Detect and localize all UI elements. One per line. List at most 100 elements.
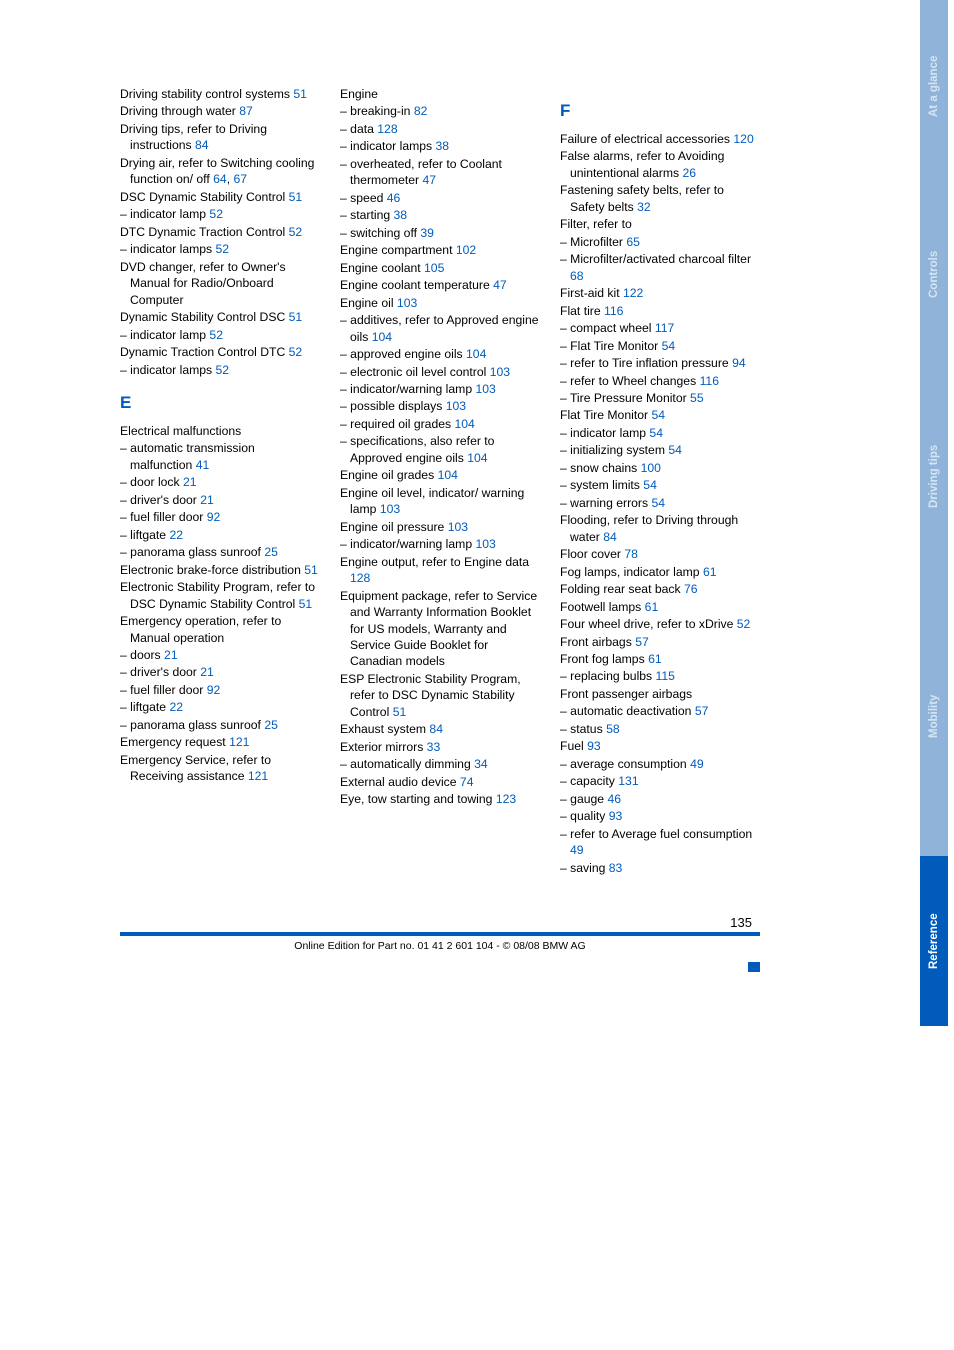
- page-ref[interactable]: 92: [207, 683, 221, 697]
- page-ref[interactable]: 26: [682, 166, 696, 180]
- page-ref[interactable]: 116: [700, 374, 719, 388]
- page-ref[interactable]: 120: [733, 132, 753, 146]
- page-ref[interactable]: 115: [656, 669, 675, 683]
- page-ref[interactable]: 52: [216, 363, 230, 377]
- page-ref[interactable]: 76: [684, 582, 698, 596]
- side-tab[interactable]: Reference: [920, 856, 948, 1026]
- page-ref[interactable]: 104: [466, 347, 486, 361]
- page-ref[interactable]: 54: [668, 443, 682, 457]
- page-ref[interactable]: 21: [183, 475, 197, 489]
- page-ref[interactable]: 87: [239, 104, 253, 118]
- page-ref[interactable]: 38: [394, 208, 408, 222]
- page-ref[interactable]: 38: [436, 139, 450, 153]
- page-ref[interactable]: 65: [626, 235, 640, 249]
- page-ref[interactable]: 82: [414, 104, 428, 118]
- page-ref[interactable]: 54: [649, 426, 663, 440]
- page-ref[interactable]: 52: [209, 207, 223, 221]
- page-ref[interactable]: 52: [289, 225, 303, 239]
- page-ref[interactable]: 104: [455, 417, 475, 431]
- page-ref[interactable]: 84: [603, 530, 617, 544]
- page-ref[interactable]: 51: [393, 705, 407, 719]
- page-ref[interactable]: 25: [264, 718, 278, 732]
- page-ref[interactable]: 51: [299, 597, 313, 611]
- page-ref[interactable]: 47: [493, 278, 507, 292]
- page-ref[interactable]: 93: [587, 739, 601, 753]
- page-ref[interactable]: 57: [635, 635, 649, 649]
- page-ref[interactable]: 83: [609, 861, 623, 875]
- page-ref[interactable]: 103: [490, 365, 510, 379]
- page-ref[interactable]: 39: [420, 226, 434, 240]
- page-ref[interactable]: 41: [196, 458, 210, 472]
- page-ref[interactable]: 52: [737, 617, 751, 631]
- page-ref[interactable]: 123: [496, 792, 516, 806]
- page-ref[interactable]: 46: [387, 191, 401, 205]
- index-entry: – gauge 46: [560, 791, 760, 807]
- page-ref[interactable]: 104: [438, 468, 458, 482]
- page-ref[interactable]: 52: [209, 328, 223, 342]
- page-ref[interactable]: 32: [637, 200, 651, 214]
- page-ref[interactable]: 78: [624, 547, 638, 561]
- page-ref[interactable]: 117: [655, 321, 674, 335]
- page-ref[interactable]: 52: [216, 242, 230, 256]
- side-tab[interactable]: Controls: [920, 172, 948, 376]
- page-ref[interactable]: 104: [467, 451, 487, 465]
- page-ref[interactable]: 54: [651, 408, 665, 422]
- page-ref[interactable]: 61: [645, 600, 659, 614]
- side-tab[interactable]: Mobility: [920, 576, 948, 856]
- page-ref[interactable]: 58: [606, 722, 620, 736]
- page-ref[interactable]: 105: [424, 261, 444, 275]
- page-ref[interactable]: 61: [648, 652, 662, 666]
- page-ref[interactable]: 121: [248, 769, 268, 783]
- page-ref[interactable]: 51: [304, 563, 318, 577]
- side-tab[interactable]: At a glance: [920, 0, 948, 172]
- page-ref[interactable]: 22: [169, 700, 183, 714]
- index-entry: – fuel filler door 92: [120, 509, 320, 525]
- page-ref[interactable]: 128: [377, 122, 397, 136]
- page-ref[interactable]: 93: [609, 809, 623, 823]
- page-ref[interactable]: 94: [732, 356, 746, 370]
- page-ref[interactable]: 116: [604, 304, 623, 318]
- page-ref[interactable]: 67: [233, 172, 247, 186]
- page-ref[interactable]: 84: [195, 138, 209, 152]
- page-ref[interactable]: 55: [690, 391, 704, 405]
- page-ref[interactable]: 100: [641, 461, 661, 475]
- page-ref[interactable]: 61: [703, 565, 717, 579]
- page-ref[interactable]: 54: [651, 496, 665, 510]
- page-ref[interactable]: 51: [289, 190, 303, 204]
- page-ref[interactable]: 21: [200, 665, 214, 679]
- page-ref[interactable]: 22: [169, 528, 183, 542]
- page-ref[interactable]: 51: [289, 310, 303, 324]
- page-ref[interactable]: 49: [570, 843, 584, 857]
- page-ref[interactable]: 34: [474, 757, 488, 771]
- page-ref[interactable]: 52: [289, 345, 303, 359]
- page-ref[interactable]: 54: [643, 478, 657, 492]
- page-ref[interactable]: 49: [690, 757, 704, 771]
- page-ref[interactable]: 103: [476, 537, 496, 551]
- page-ref[interactable]: 33: [427, 740, 441, 754]
- page-ref[interactable]: 121: [229, 735, 249, 749]
- page-ref[interactable]: 25: [264, 545, 278, 559]
- page-ref[interactable]: 103: [397, 296, 417, 310]
- page-ref[interactable]: 57: [695, 704, 709, 718]
- page-ref[interactable]: 47: [422, 173, 436, 187]
- page-ref[interactable]: 64: [213, 172, 227, 186]
- page-ref[interactable]: 54: [662, 339, 676, 353]
- page-ref[interactable]: 74: [460, 775, 474, 789]
- side-tab[interactable]: Driving tips: [920, 376, 948, 576]
- page-ref[interactable]: 131: [618, 774, 638, 788]
- page-ref[interactable]: 103: [380, 502, 400, 516]
- page-ref[interactable]: 102: [456, 243, 476, 257]
- page-ref[interactable]: 103: [446, 399, 466, 413]
- page-ref[interactable]: 84: [429, 722, 443, 736]
- page-ref[interactable]: 122: [623, 286, 643, 300]
- page-ref[interactable]: 68: [570, 269, 584, 283]
- page-ref[interactable]: 21: [164, 648, 178, 662]
- page-ref[interactable]: 92: [207, 510, 221, 524]
- page-ref[interactable]: 104: [372, 330, 392, 344]
- page-ref[interactable]: 128: [350, 571, 370, 585]
- page-ref[interactable]: 21: [200, 493, 214, 507]
- page-ref[interactable]: 103: [448, 520, 468, 534]
- page-ref[interactable]: 103: [476, 382, 496, 396]
- page-ref[interactable]: 51: [293, 87, 307, 101]
- page-ref[interactable]: 46: [607, 792, 621, 806]
